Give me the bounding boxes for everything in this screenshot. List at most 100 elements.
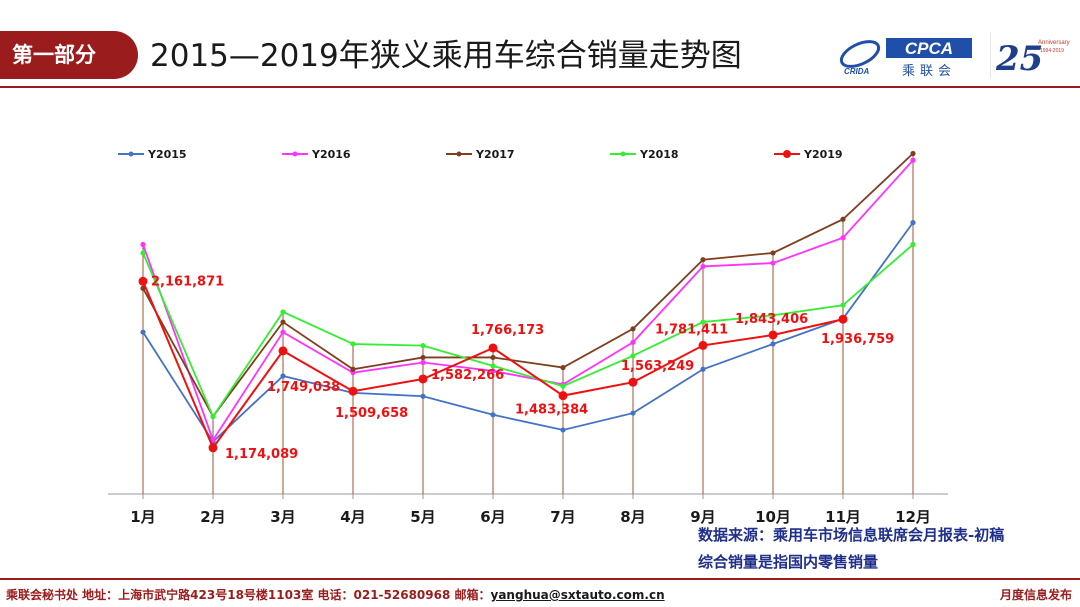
legend-marker	[620, 151, 626, 157]
data-label: 1,483,384	[515, 403, 588, 418]
definition-note: 综合销量是指国内零售销量	[698, 553, 879, 571]
x-tick-label: 3月	[270, 508, 295, 526]
data-point	[910, 157, 916, 163]
legend-marker	[128, 151, 134, 157]
data-point	[490, 412, 496, 418]
data-point	[140, 250, 146, 256]
page-title: 2015—2019年狭义乘用车综合销量走势图	[150, 38, 742, 74]
legend-label: Y2019	[803, 148, 843, 161]
data-label: 2,161,871	[151, 274, 224, 289]
data-point	[350, 366, 356, 372]
data-point	[628, 377, 638, 387]
data-point	[700, 263, 706, 270]
legend-marker	[783, 150, 791, 158]
anniversary-years: 1994-2019	[1040, 48, 1064, 54]
series-y2019	[138, 276, 848, 453]
chart-legend: Y2015 Y2016 Y2017 Y2018 Y2019	[118, 148, 843, 161]
legend-label: Y2017	[475, 148, 515, 161]
footer-contact-text: 乘联会秘书处 地址：上海市武宁路423号18号楼1103室 电话：021-526…	[6, 588, 491, 602]
section-tab: 第一部分	[0, 31, 138, 79]
data-point	[140, 329, 146, 335]
data-point	[630, 339, 636, 345]
data-point	[280, 373, 286, 379]
data-label: 1,766,173	[471, 323, 544, 338]
cpca-swoosh-icon	[839, 40, 881, 68]
data-point	[560, 427, 566, 433]
anniversary-logo: 25 Anniversary 1994-2019	[990, 32, 1070, 79]
data-point	[698, 340, 708, 350]
data-source-note: 数据来源：乘用车市场信息联席会月报表-初稿	[698, 526, 1005, 544]
data-point	[420, 359, 426, 366]
data-point	[700, 257, 706, 263]
x-tick-label: 2月	[200, 508, 225, 526]
footer-contact: 乘联会秘书处 地址：上海市武宁路423号18号楼1103室 电话：021-526…	[6, 586, 665, 603]
series-line	[142, 152, 914, 419]
data-point	[420, 354, 426, 361]
data-label: 1,936,759	[821, 332, 894, 347]
data-point	[490, 363, 496, 369]
footer-bar: 乘联会秘书处 地址：上海市武宁路423号18号楼1103室 电话：021-526…	[0, 578, 1080, 607]
data-point	[910, 220, 916, 226]
data-point	[840, 302, 846, 308]
legend-label: Y2018	[639, 148, 679, 161]
data-point	[770, 312, 776, 318]
data-point	[490, 354, 496, 361]
data-label: 1,509,658	[335, 406, 408, 421]
data-point	[140, 285, 146, 291]
data-point	[560, 364, 566, 371]
data-point	[280, 309, 286, 315]
anniversary-number: 25	[995, 39, 1043, 79]
data-point	[488, 343, 498, 353]
data-point	[558, 391, 568, 401]
data-point	[140, 241, 146, 248]
data-point	[840, 216, 846, 222]
x-tick-label: 9月	[690, 508, 715, 526]
data-label: 1,174,089	[225, 447, 298, 462]
series-line	[142, 159, 914, 443]
data-point	[910, 150, 916, 157]
legend-marker	[292, 151, 298, 157]
x-tick-label: 6月	[480, 508, 505, 526]
data-point	[348, 386, 358, 396]
x-tick-label: 1月	[130, 508, 155, 526]
series-y2017	[140, 150, 916, 420]
cpca-text: CPCA	[905, 39, 953, 58]
data-point	[630, 326, 636, 332]
data-point	[770, 250, 776, 256]
series-y2018	[140, 241, 916, 420]
legend-marker	[456, 151, 462, 157]
data-point	[838, 314, 848, 324]
data-point	[418, 374, 428, 384]
data-point	[630, 353, 636, 359]
x-tick-label: 7月	[550, 508, 575, 526]
data-point	[278, 346, 288, 356]
legend-label: Y2016	[311, 148, 351, 161]
data-point	[420, 343, 426, 349]
cpca-logo: CRIDA CPCA 乘联会	[839, 38, 972, 78]
legend-label: Y2015	[147, 148, 187, 161]
cpca-subtitle: 乘联会	[902, 64, 956, 78]
data-point	[490, 368, 496, 374]
data-label: 1,781,411	[655, 322, 728, 337]
data-point	[770, 341, 776, 347]
data-point	[350, 341, 356, 347]
x-tick-label: 12月	[895, 508, 931, 526]
series-line	[142, 222, 914, 444]
data-label: 1,582,266	[431, 368, 504, 383]
data-point	[910, 241, 916, 248]
header-divider	[0, 86, 1080, 88]
x-tick-label: 11月	[825, 508, 861, 526]
data-point	[280, 329, 286, 335]
data-point	[210, 413, 216, 420]
data-point	[700, 319, 706, 325]
data-point	[700, 366, 706, 372]
data-point	[840, 235, 846, 241]
data-point	[210, 437, 216, 443]
footer-email-link[interactable]: yanghua@sxtauto.com.cn	[490, 588, 665, 602]
data-point	[280, 319, 286, 325]
x-tick-label: 8月	[620, 508, 645, 526]
data-label: 1,843,406	[735, 312, 808, 327]
x-tick-label: 5月	[410, 508, 435, 526]
data-point	[770, 260, 776, 266]
